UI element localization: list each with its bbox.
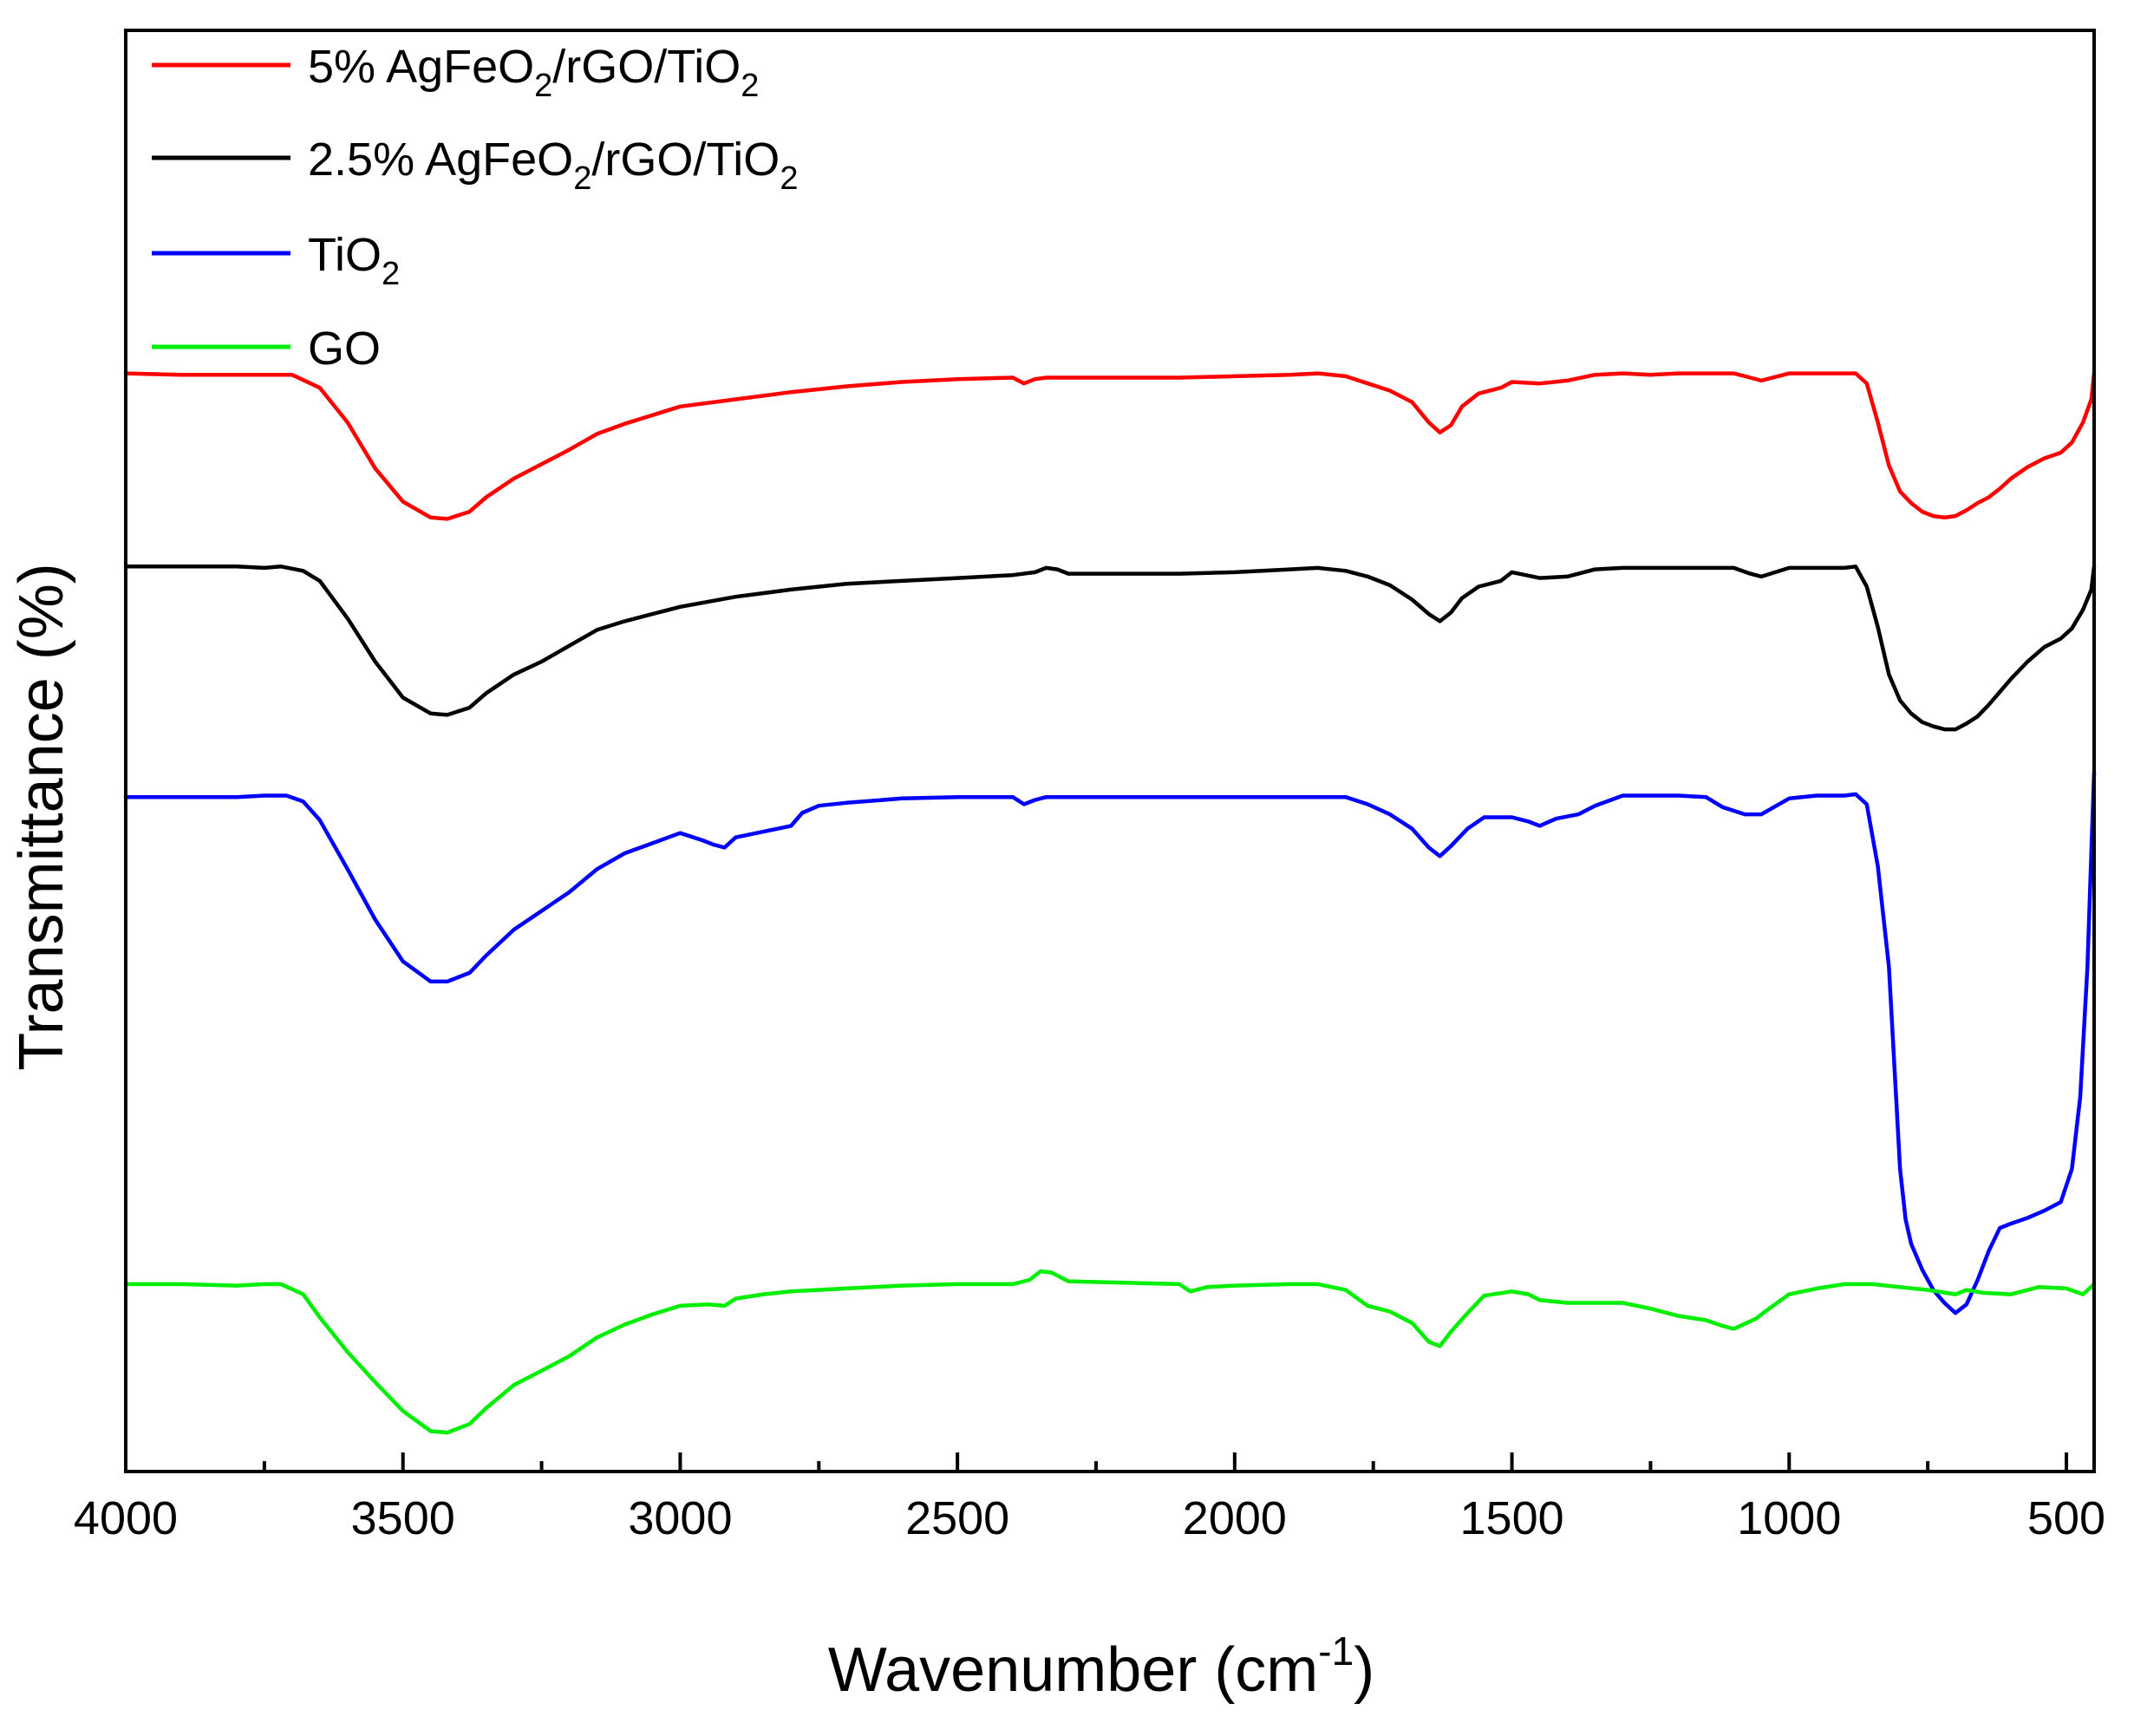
x-axis-title-superscript: -1 (1318, 1628, 1354, 1674)
x-tick-label-3000: 3000 (628, 1492, 732, 1544)
x-tick-label-3500: 3500 (351, 1492, 455, 1544)
legend-label-3: GO (308, 323, 381, 375)
x-tick-label-4000: 4000 (74, 1492, 178, 1544)
legend-label-1-part-3: 2 (780, 160, 798, 197)
x-axis-title-main: Wavenumber (cm (828, 1635, 1318, 1705)
legend-label-1: 2.5% AgFeO2/rGO/TiO2 (308, 134, 798, 197)
legend-label-1-part-1: 2 (573, 160, 591, 197)
series-line-1 (123, 565, 2097, 732)
series-line-3 (123, 1269, 2097, 1435)
legend-label-2: TiO2 (308, 229, 400, 292)
series-line-0 (123, 371, 2097, 521)
legend-label-0-part-1: 2 (534, 68, 552, 104)
x-tick-label-2500: 2500 (905, 1492, 1009, 1544)
x-axis-title: Wavenumber (cm-1) (828, 1628, 1374, 1705)
legend-label-2-part-0: TiO (308, 229, 382, 281)
x-tick-label-1000: 1000 (1737, 1492, 1841, 1544)
axes: 4000 3500 3000 2500 2000 1500 1000 500 (74, 1452, 2105, 1544)
legend-label-0-part-2: /rGO/TiO (552, 41, 741, 93)
legend-label-1-part-0: 2.5% AgFeO (308, 134, 573, 186)
x-tick-label-1500: 1500 (1460, 1492, 1564, 1544)
x-tick-label-2000: 2000 (1183, 1492, 1287, 1544)
y-axis-title: Transmittance (%) (7, 563, 76, 1070)
legend-label-0-part-0: 5% AgFeO (308, 41, 534, 93)
x-tick-label-500: 500 (2027, 1492, 2105, 1544)
plot-frame (124, 29, 2096, 1473)
legend-label-0-part-3: 2 (741, 68, 759, 104)
legend-label-3-part-0: GO (308, 323, 381, 375)
legend-label-1-part-2: /rGO/TiO (591, 134, 780, 186)
legend-label-0: 5% AgFeO2/rGO/TiO2 (308, 41, 759, 104)
legend-label-2-part-1: 2 (382, 256, 400, 292)
series-layer (123, 371, 2097, 1435)
x-axis-title-close: ) (1354, 1635, 1374, 1705)
